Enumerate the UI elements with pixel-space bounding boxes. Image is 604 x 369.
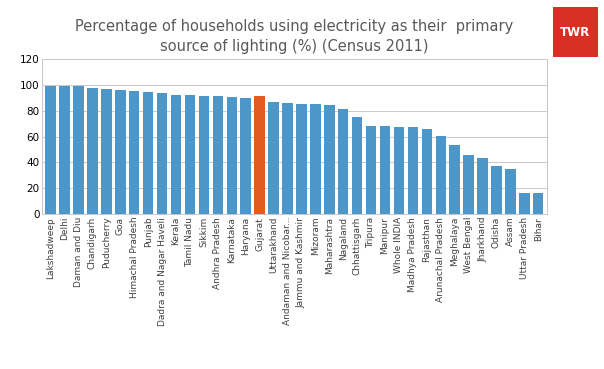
Bar — [282, 103, 293, 214]
Bar — [324, 105, 335, 214]
Bar — [477, 159, 488, 214]
Bar — [394, 127, 404, 214]
Bar — [213, 96, 223, 214]
Bar — [435, 136, 446, 214]
Bar — [505, 169, 516, 214]
Bar — [268, 102, 279, 214]
Bar — [449, 145, 460, 214]
Bar — [533, 193, 544, 214]
Title: Percentage of households using electricity as their  primary
source of lighting : Percentage of households using electrici… — [76, 19, 513, 54]
Bar — [185, 95, 195, 214]
Bar — [422, 130, 432, 214]
Bar — [101, 89, 112, 214]
Bar — [157, 93, 167, 214]
Bar — [73, 86, 84, 214]
Bar — [143, 92, 153, 214]
Bar — [408, 127, 418, 214]
Bar — [380, 126, 390, 214]
Bar — [254, 97, 265, 214]
Bar — [352, 117, 362, 214]
Bar — [296, 104, 307, 214]
Bar — [129, 91, 140, 214]
Bar — [171, 95, 181, 214]
Bar — [87, 88, 98, 214]
Bar — [491, 166, 502, 214]
Bar — [226, 97, 237, 214]
Bar — [463, 155, 474, 214]
Bar — [366, 126, 376, 214]
Text: TWR: TWR — [560, 26, 591, 39]
Bar — [240, 97, 251, 214]
Bar — [59, 86, 70, 214]
Bar — [519, 193, 530, 214]
Bar — [310, 104, 321, 214]
Bar — [338, 109, 349, 214]
Bar — [45, 86, 56, 214]
Bar — [199, 96, 209, 214]
Bar — [115, 90, 126, 214]
